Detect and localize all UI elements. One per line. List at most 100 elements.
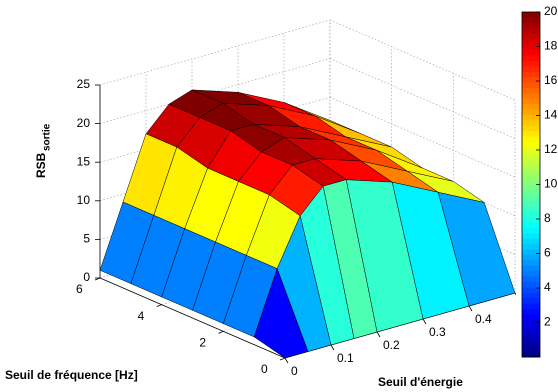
colorbar-cell (522, 12, 540, 18)
colorbar-cell (522, 340, 540, 347)
colorbar-cell (522, 200, 540, 207)
colorbar-cell (522, 195, 540, 202)
colorbar-cell (522, 71, 540, 78)
colorbar-cell (522, 49, 540, 56)
x-tick (330, 344, 335, 351)
colorbar-cell (522, 130, 540, 137)
x-tick-label: 0.3 (429, 325, 446, 339)
colorbar-cell (522, 146, 540, 153)
colorbar-cell (522, 238, 540, 245)
colorbar-cell (522, 82, 540, 88)
grid-line (329, 58, 516, 139)
colorbar-cell (522, 119, 540, 126)
colorbar-cell (522, 319, 540, 326)
colorbar-cell (522, 206, 540, 212)
z-label-main: RSB (34, 152, 48, 178)
x-tick-label: 0 (291, 364, 298, 378)
colorbar-cell (522, 168, 540, 175)
colorbar-cell (522, 33, 540, 40)
colorbar-cell (522, 184, 540, 191)
colorbar-cell (522, 60, 540, 67)
colorbar-cell (522, 286, 540, 293)
colorbar-cell (522, 65, 540, 72)
colorbar-cell (522, 76, 540, 83)
colorbar-tick-label: 12 (544, 142, 558, 156)
y-tick (156, 304, 162, 308)
colorbar-cell (522, 103, 540, 110)
colorbar-cell (522, 152, 540, 159)
colorbar-cell (522, 189, 540, 196)
colorbar-tick-label: 10 (544, 177, 558, 191)
colorbar-tick-label: 6 (544, 246, 551, 260)
colorbar-cell (522, 211, 540, 218)
colorbar-cell (522, 259, 540, 266)
colorbar-cell (522, 335, 540, 342)
colorbar-cell (522, 28, 540, 35)
colorbar-cell (522, 179, 540, 185)
colorbar-cell (522, 38, 540, 45)
colorbar-tick-label: 8 (544, 211, 551, 225)
colorbar-cell (522, 44, 540, 51)
colorbar-cell (522, 22, 540, 29)
colorbar-cell (522, 270, 540, 277)
colorbar-cell (522, 351, 540, 358)
colorbar-cell (522, 216, 540, 223)
x-tick (422, 318, 427, 325)
colorbar-cell (522, 114, 540, 121)
colorbar-cell (522, 141, 540, 148)
colorbar-cell (522, 233, 540, 239)
colorbar-cell (522, 87, 540, 94)
colorbar-cell (522, 249, 540, 256)
colorbar-cell (522, 243, 540, 250)
colorbar-cell (522, 308, 540, 315)
colorbar-cell (522, 17, 540, 24)
colorbar-cell (522, 227, 540, 234)
colorbar-cell (522, 292, 540, 299)
x-tick (284, 357, 289, 364)
x-tick-label: 0.2 (383, 338, 400, 352)
z-tick-label: 15 (77, 154, 91, 168)
z-tick-label: 20 (77, 116, 91, 130)
colorbar-cell (522, 346, 540, 353)
colorbar-cell (522, 276, 540, 283)
colorbar-tick-label: 16 (544, 73, 558, 87)
y-tick-label: 4 (138, 309, 145, 323)
colorbar-tick-label: 18 (544, 39, 558, 53)
z-tick-label: 0 (83, 270, 90, 284)
z-tick-label: 25 (77, 77, 91, 91)
y-tick-label: 6 (76, 282, 83, 296)
y-tick-label: 2 (199, 336, 206, 350)
colorbar-cell (522, 98, 540, 105)
colorbar-cell (522, 297, 540, 304)
y-axis (99, 277, 286, 359)
colorbar-cell (522, 222, 540, 229)
colorbar-cell (522, 162, 540, 169)
colorbar-tick-label: 4 (544, 280, 551, 294)
colorbar-cell (522, 324, 540, 331)
z-tick-label: 10 (77, 193, 91, 207)
colorbar-cell (522, 265, 540, 272)
colorbar-tick-label: 14 (544, 108, 558, 122)
x-tick-label: 0.1 (337, 351, 354, 365)
grid-line (329, 19, 516, 101)
colorbar-cell (522, 330, 540, 336)
y-axis-label: Seuil de fréquence [Hz] (5, 368, 138, 382)
colorbar-cell (522, 55, 540, 62)
colorbar-cell (522, 135, 540, 142)
colorbar-cell (522, 92, 540, 99)
x-tick (468, 305, 473, 312)
colorbar-cell (522, 109, 540, 115)
colorbar-cell (522, 281, 540, 288)
colorbar-cell (522, 125, 540, 132)
z-tick-label: 5 (83, 232, 90, 246)
grid-line (99, 19, 331, 86)
y-tick (279, 357, 286, 361)
x-axis-label: Seuil d'énergie (378, 375, 463, 389)
y-tick (218, 330, 224, 334)
y-tick-label: 0 (261, 362, 268, 376)
surface-patch (253, 267, 309, 359)
x-tick-label: 0.4 (475, 312, 492, 326)
colorbar-cell (522, 303, 540, 309)
colorbar-cell (522, 254, 540, 261)
